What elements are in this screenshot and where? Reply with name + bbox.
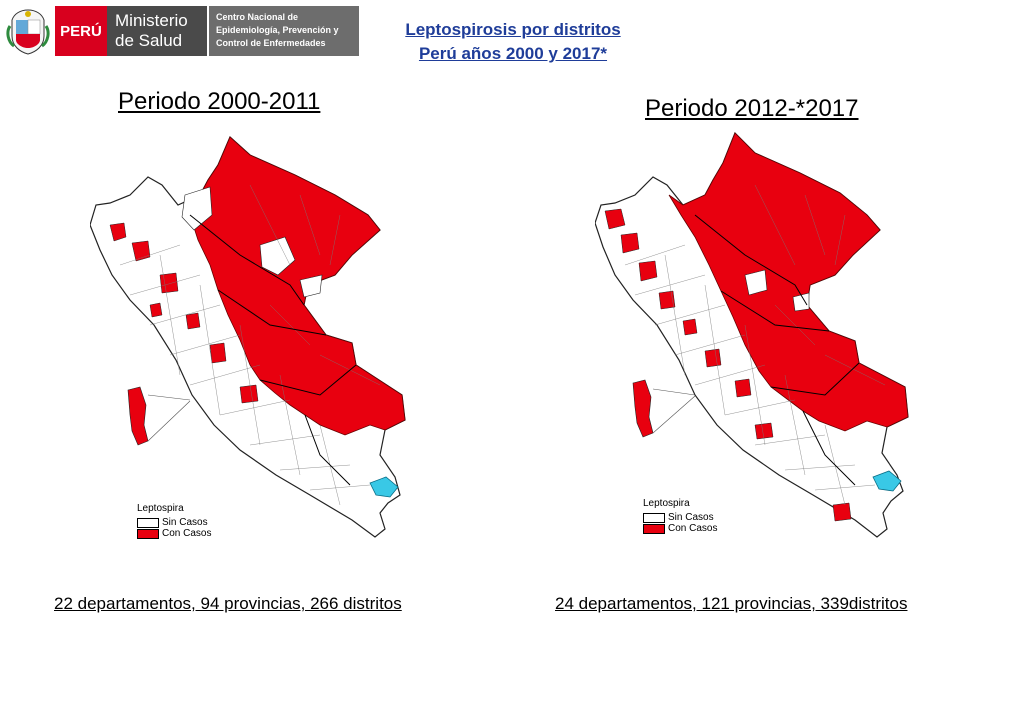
title-line1: Leptospirosis por distritos [405, 20, 621, 39]
peru-map-left [90, 135, 406, 538]
legend-row-sin: Sin Casos [137, 517, 211, 528]
legend-right: Leptospira Sin Casos Con Casos [643, 498, 717, 534]
legend-row-con: Con Casos [643, 523, 717, 534]
legend-row-con: Con Casos [137, 528, 211, 539]
legend-sin-label: Sin Casos [162, 517, 208, 528]
legend-row-sin: Sin Casos [643, 512, 717, 523]
period-label-right: Periodo 2012-*2017 [645, 95, 859, 122]
peru-label: PERÚ [60, 22, 102, 40]
stats-right: 24 departamentos, 121 provincias, 339dis… [555, 594, 908, 613]
cne-line2: Epidemiología, Prevención y [216, 25, 339, 35]
sin-casos-swatch [643, 512, 665, 523]
cne-logo: Centro Nacional de Epidemiología, Preven… [209, 6, 359, 56]
legend-con-label: Con Casos [668, 523, 718, 534]
title-line2: Perú años 2000 y 2017* [418, 44, 608, 63]
legend-title: Leptospira [643, 498, 690, 509]
stats-left: 22 departamentos, 94 provincias, 266 dis… [54, 594, 402, 613]
con-casos-region [668, 132, 909, 432]
cne-line1: Centro Nacional de [216, 12, 299, 22]
peru-map-right [595, 131, 909, 538]
legend-left: Leptospira Sin Casos Con Casos [137, 503, 211, 539]
sin-casos-swatch [137, 517, 159, 528]
ministerio-logo: Ministerio de Salud [107, 6, 207, 56]
peru-logo: PERÚ [55, 6, 107, 56]
con-casos-swatch [643, 523, 665, 534]
coat-of-arms-icon [6, 9, 50, 55]
cne-line3: Control de Enfermedades [216, 38, 326, 48]
con-casos-swatch [137, 528, 159, 539]
header-banner: PERÚ Ministerio de Salud Centro Nacional… [0, 0, 360, 62]
legend-con-label: Con Casos [162, 528, 212, 539]
legend-title: Leptospira [137, 503, 184, 514]
ministerio-line1: Ministerio [115, 11, 188, 30]
legend-sin-label: Sin Casos [668, 512, 714, 523]
page-title: Leptospirosis por distritos Perú años 20… [368, 18, 658, 66]
period-label-left: Periodo 2000-2011 [118, 88, 321, 115]
con-casos-region [189, 136, 406, 436]
ministerio-line2: de Salud [115, 31, 183, 50]
